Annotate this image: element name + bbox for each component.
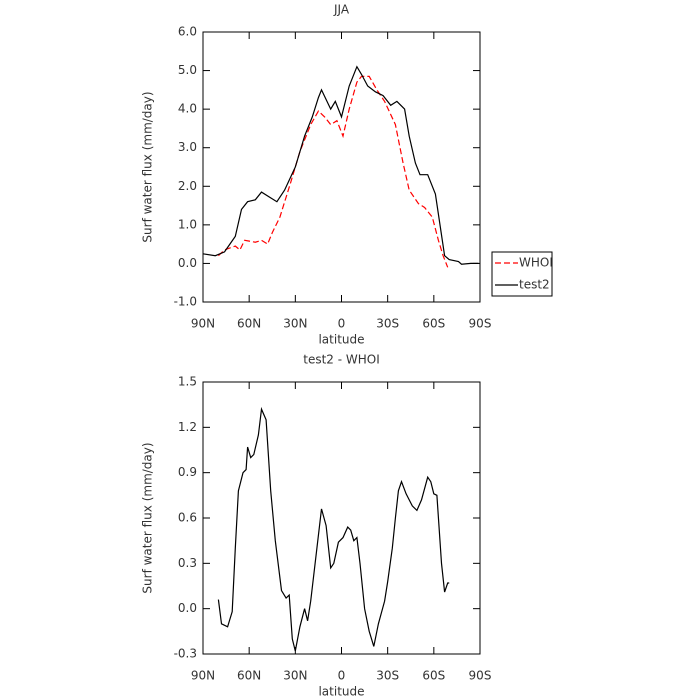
x-axis-label: latitude [318, 333, 364, 347]
x-tick-label: 0 [338, 317, 346, 331]
data-line [217, 75, 449, 268]
y-tick-label: 3.0 [178, 140, 197, 154]
y-tick-label: 5.0 [178, 63, 197, 77]
legend-label: WHOI [519, 256, 553, 270]
x-tick-label: 90S [469, 317, 492, 331]
y-axis-label: Surf water flux (mm/day) [141, 91, 155, 242]
x-tick-label: 60N [237, 317, 261, 331]
x-tick-label: 0 [338, 669, 346, 683]
y-tick-label: 1.0 [178, 217, 197, 231]
y-tick-label: 0.3 [178, 556, 197, 570]
data-line [202, 65, 479, 265]
y-tick-label: 4.0 [178, 102, 197, 116]
plot-frame [202, 31, 481, 303]
x-tick-label: 60S [422, 317, 445, 331]
y-tick-label: 0.6 [178, 511, 197, 525]
y-tick-label: 6.0 [178, 25, 197, 39]
x-tick-label: 90S [469, 669, 492, 683]
x-axis-label: latitude [318, 685, 364, 699]
legend-label: test2 [519, 278, 550, 292]
y-tick-label: 0.9 [178, 465, 197, 479]
y-axis-label: Surf water flux (mm/day) [141, 442, 155, 593]
y-tick-label: 0.0 [178, 601, 197, 615]
x-tick-label: 30N [283, 317, 307, 331]
y-tick-label: 1.5 [178, 375, 197, 389]
chart-title: JJA [333, 3, 350, 17]
x-tick-label: 30S [376, 669, 399, 683]
x-tick-label: 60S [422, 669, 445, 683]
x-tick-label: 30S [376, 317, 399, 331]
data-line [217, 406, 450, 652]
y-tick-label: -0.3 [174, 647, 197, 661]
y-tick-label: 0.0 [178, 256, 197, 270]
legend-box [491, 251, 553, 297]
chart-title: test2 - WHOI [303, 353, 380, 367]
x-tick-label: 90N [191, 317, 215, 331]
y-tick-label: 2.0 [178, 179, 197, 193]
y-tick-label: 1.2 [178, 420, 197, 434]
y-tick-label: -1.0 [174, 295, 197, 309]
x-tick-label: 90N [191, 669, 215, 683]
x-tick-label: 60N [237, 669, 261, 683]
x-tick-label: 30N [283, 669, 307, 683]
